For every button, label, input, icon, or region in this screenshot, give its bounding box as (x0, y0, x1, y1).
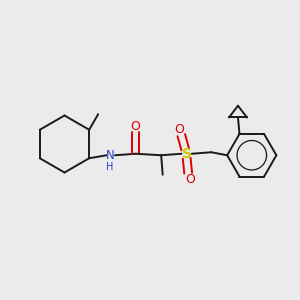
Text: N: N (106, 149, 115, 162)
Text: O: O (131, 120, 141, 133)
Text: S: S (182, 147, 192, 161)
Text: O: O (174, 123, 184, 136)
Text: H: H (106, 162, 114, 172)
Text: O: O (186, 173, 196, 186)
